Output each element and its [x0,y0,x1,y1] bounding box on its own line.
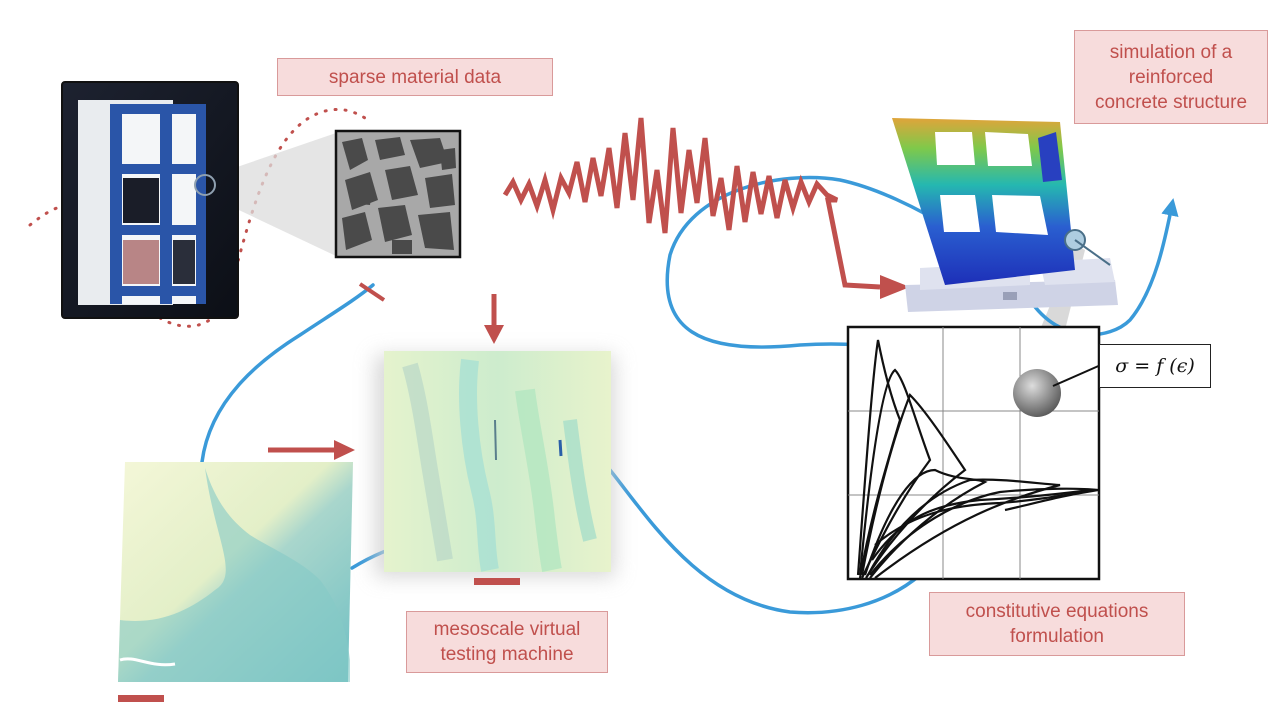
scale-bar-back [118,695,164,702]
dotted-path [28,108,367,328]
label-line: constitutive equations [965,601,1149,622]
label-sparse-material-data: sparse material data [277,58,553,96]
hysteresis-loop [874,488,1096,546]
test-building-photo [61,81,239,319]
concrete-mesostructure-image [334,129,462,259]
hysteresis-loop [869,487,1099,576]
finite-element-frame [892,118,1118,312]
label-line: testing machine [440,644,574,665]
label-constitutive: constitutive equations formulation [929,592,1185,656]
label-mesoscale: mesoscale virtual testing machine [406,611,608,673]
earthquake-signal [502,117,881,290]
hysteresis-loop [871,488,1091,561]
constitutive-formula: σ = f (ϵ) [1099,344,1211,388]
label-line: simulation of a [1109,41,1233,63]
zoom-wedge-building [205,133,336,256]
red-arrow-down [484,294,504,344]
tick-mark [358,282,386,302]
label-line: formulation [1010,626,1104,647]
mesoscale-simulation-front [384,351,611,572]
label-line: mesoscale virtual [433,619,581,640]
red-arrow-right [268,440,355,460]
label-simulation: simulation of a reinforced concrete stru… [1074,30,1268,124]
label-text: sparse material data [328,66,502,88]
hysteresis-loop [867,478,1061,579]
mesoscale-simulation-back [118,462,353,682]
material-point [1013,369,1061,417]
label-line: reinforced [1128,66,1214,88]
signal-arrow-head [880,275,910,299]
scale-bar-front [474,578,520,585]
label-line: concrete structure [1094,91,1248,113]
hysteresis-plot [846,325,1104,581]
hysteresis-loop [858,368,932,579]
